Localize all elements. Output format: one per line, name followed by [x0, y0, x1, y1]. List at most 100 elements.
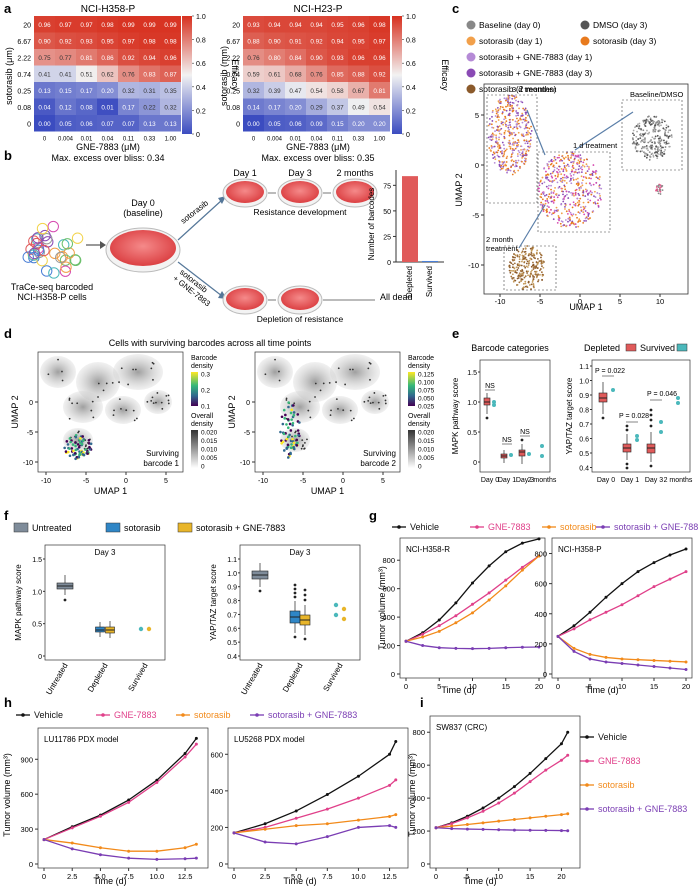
ylabel: YAP/TAZ target score — [565, 377, 574, 454]
umap-point-1d — [567, 217, 570, 220]
umap-point-3d — [508, 113, 511, 115]
xcat-label: Depleted — [86, 662, 110, 694]
bar-ylabel: Number of barcodes — [367, 188, 376, 260]
barcode-cell-point — [156, 392, 159, 394]
barcode-cell-point — [337, 367, 340, 370]
umap-point-3d — [487, 124, 490, 127]
umap-point-1d — [570, 182, 573, 185]
umap-point-1d — [571, 160, 574, 163]
barcoded-cell — [32, 232, 44, 244]
outlier — [293, 635, 297, 639]
umap-point-1d — [562, 193, 564, 196]
heatmap-cell-value: 0.96 — [352, 22, 365, 29]
umap-point-2month — [517, 277, 520, 279]
heatmap-caption: Max. excess over bliss: 0.35 — [261, 153, 374, 163]
umap-point-3d — [491, 126, 494, 129]
umap-point-3d — [522, 118, 525, 121]
umap-point-1d — [591, 170, 594, 173]
density-blob — [330, 354, 380, 390]
od-label-2: density — [191, 421, 214, 428]
umap-point-3d — [496, 154, 499, 157]
all-dead-label: All dead — [380, 292, 413, 302]
barcode-cell-point — [278, 379, 281, 382]
heatmap-cell-value: 0.94 — [331, 38, 344, 45]
umap-point-1d — [565, 210, 568, 213]
umap-point-baseline — [645, 145, 648, 147]
umap-point-1d — [584, 176, 587, 179]
barcode-density-point — [77, 455, 81, 459]
umap-point-3d — [517, 114, 519, 117]
umap-point-1d — [560, 212, 563, 215]
umap-point-2month — [509, 271, 512, 274]
umap-point-1d — [572, 201, 575, 204]
ann-baseline-dmso: Baseline/DMSO — [630, 90, 684, 99]
umap-point-1d — [550, 208, 552, 211]
barcode-density-point — [295, 444, 299, 447]
umap-point-1d — [563, 166, 566, 169]
umap-point-3d — [527, 145, 529, 148]
umap-point-1d — [552, 192, 555, 194]
umap-point-small — [659, 193, 662, 195]
barcode-cell-point — [307, 409, 310, 412]
ytick-label: 0.5 — [467, 430, 477, 437]
sotorasib-arrow-label: sotorasib — [179, 198, 211, 225]
umap-point-3d — [502, 165, 505, 168]
barcode-density-point — [295, 438, 299, 442]
heatmap-col-label: 0.004 — [58, 137, 74, 143]
heatmap-col-label: 0.01 — [81, 137, 93, 143]
heatmap-ylabel: sotorasib (mm) — [219, 46, 229, 106]
umap-point-3d — [505, 105, 507, 108]
umap-point-3d — [517, 149, 520, 152]
umap-point-1d — [544, 194, 546, 197]
umap-point-1d — [578, 165, 581, 168]
series-point — [604, 655, 608, 659]
barcode-density-point — [285, 423, 288, 426]
series-point — [604, 595, 608, 599]
ann-2month: 2 month — [486, 235, 513, 244]
heatmap-cell-value: 0.90 — [268, 38, 281, 45]
umap-point-2month — [522, 248, 525, 250]
umap-point-2month — [521, 272, 523, 275]
bd-label-2: density — [191, 363, 214, 370]
umap-point-baseline — [665, 141, 668, 144]
umap-point-3d — [500, 164, 503, 167]
umap-point-3d — [513, 131, 515, 134]
series-point — [356, 818, 360, 822]
heatmap-cell-value: 0.14 — [247, 104, 260, 111]
bar-ytick-label: 75 — [383, 183, 391, 190]
umap-point-baseline — [668, 145, 671, 148]
umap-point-1d — [577, 181, 579, 184]
series-point — [263, 840, 267, 844]
barcode-label: Surviving — [363, 449, 396, 458]
umap-point-3d — [503, 132, 506, 135]
umap-point-3d — [509, 107, 511, 110]
legend-label: sotorasib — [124, 523, 161, 533]
colorbar-tick-label: 1.0 — [196, 14, 206, 21]
umap-point-1d — [592, 202, 595, 204]
umap-point-3d — [511, 95, 514, 98]
umap-point-2month — [518, 255, 521, 258]
heatmap-cell — [348, 16, 369, 33]
barcode-cell-point — [306, 438, 308, 441]
umap-point-baseline — [642, 119, 645, 122]
heatmap-cell — [97, 98, 118, 115]
heatmap-cell — [348, 49, 369, 66]
umap-point-3d — [506, 98, 509, 101]
heatmap-cell-value: 0.31 — [143, 88, 156, 95]
umap-point-1d — [557, 168, 560, 171]
survived-point — [540, 444, 544, 448]
g-xlabel-1: Time (d) — [441, 685, 474, 695]
umap-point-3d — [515, 160, 517, 162]
umap-point-3d — [513, 126, 516, 129]
umap-point-1d — [583, 213, 586, 216]
colorbar-tick-label: 0.6 — [196, 61, 206, 68]
umap-point-3d — [520, 145, 523, 148]
barcode-cell-point — [85, 444, 87, 447]
umap-point-3d — [519, 165, 521, 168]
umap-point-3d — [496, 116, 499, 119]
barcode-cell-point — [342, 409, 345, 412]
umap-point-3d — [498, 130, 500, 132]
umap-point-baseline — [649, 117, 652, 120]
heatmap-cell-value: 0.95 — [101, 38, 114, 45]
